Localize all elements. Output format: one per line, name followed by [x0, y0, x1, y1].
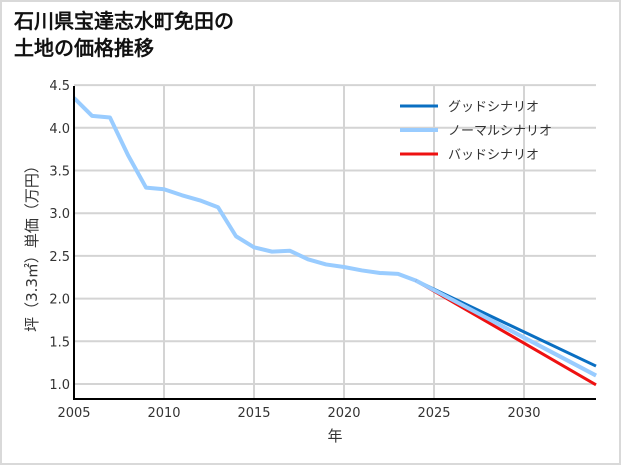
title-line-2: 土地の価格推移 — [14, 36, 154, 60]
y-tick-label: 4.5 — [49, 79, 70, 94]
legend-label: バッドシナリオ — [448, 148, 539, 163]
y-tick-label: 2.5 — [49, 250, 70, 265]
title-line-1: 石川県宝達志水町免田の — [14, 9, 234, 33]
y-tick-label: 2.0 — [49, 293, 70, 308]
x-axis-label: 年 — [327, 427, 342, 445]
x-tick-label: 2010 — [147, 406, 180, 421]
y-axis-label: 坪（3.3㎡）単価（万円） — [23, 158, 41, 332]
legend-label: グッドシナリオ — [448, 100, 539, 115]
x-tick-label: 2025 — [417, 406, 450, 421]
y-tick-label: 3.5 — [49, 165, 70, 180]
x-tick-label: 2020 — [327, 406, 360, 421]
series-line-normal — [72, 96, 597, 378]
series-line-normal-projection — [415, 278, 597, 378]
tick-labels: 1.0 1.5 2.0 2.5 3.0 3.5 4.0 4.5 2005 2010 2015 2020… — [49, 79, 540, 421]
x-tick-label: 2030 — [507, 406, 540, 421]
y-tick-label: 1.5 — [49, 335, 70, 350]
series-lines — [72, 96, 597, 387]
y-tick-label: 1.0 — [49, 378, 70, 393]
grid — [74, 84, 596, 399]
chart-title: 石川県宝達志水町免田の 土地の価格推移 — [14, 8, 234, 62]
y-tick-label: 4.0 — [49, 122, 70, 137]
y-tick-label: 3.0 — [49, 207, 70, 222]
legend-label: ノーマルシナリオ — [448, 124, 552, 139]
x-tick-label: 2015 — [237, 406, 270, 421]
axes — [73, 86, 596, 400]
x-tick-label: 2005 — [57, 406, 90, 421]
